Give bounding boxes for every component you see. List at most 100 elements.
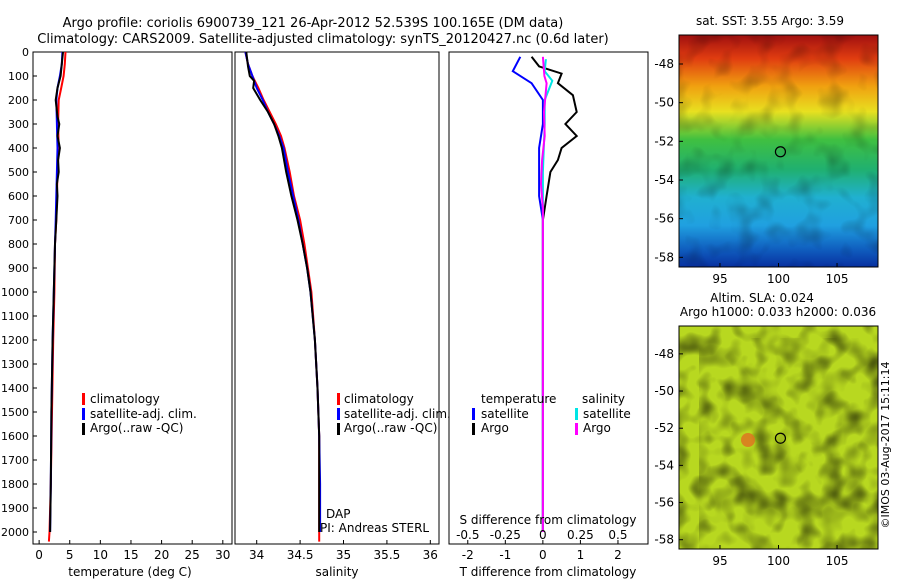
x-tick-label: 34	[249, 548, 264, 562]
s-tick-label: 0	[539, 528, 547, 542]
depth-tick-label: 200	[8, 94, 29, 107]
legend-swatch-satellite	[337, 408, 340, 420]
temperature-legend: climatology satellite-adj. clim. Argo(..…	[82, 392, 197, 435]
x-tick-label: 36	[423, 548, 438, 562]
argo-position-marker	[774, 432, 787, 444]
depth-tick-label: 100	[8, 70, 29, 83]
depth-tick-label: 0	[22, 46, 29, 59]
x-tick-label: 0	[539, 548, 547, 562]
depth-tick-label: 1800	[1, 478, 29, 491]
temperature-axes-box	[32, 51, 233, 545]
legend-label-t-argo: Argo	[481, 421, 509, 435]
legend-label-climatology: climatology	[344, 392, 414, 406]
lat-tick-label: -50	[654, 384, 674, 398]
sst-map-title: sat. SST: 3.55 Argo: 3.59	[696, 14, 844, 28]
series-line-0	[511, 56, 544, 532]
legend-header-salinity: salinity	[582, 392, 625, 406]
series-line-1	[244, 51, 322, 532]
salinity-axes-box	[234, 51, 440, 545]
annotation-pi: PI: Andreas STERL	[320, 521, 429, 535]
lon-tick-label: 95	[712, 272, 727, 286]
legend-label-t-satellite: satellite	[481, 407, 529, 421]
lon-tick-label: 105	[826, 554, 849, 568]
s-tick-label: -0.5	[456, 528, 479, 542]
sst-map: sat. SST: 3.55 Argo: 3.59 -48 -50 -52 -54 -5…	[654, 14, 879, 286]
salinity-legend: climatology satellite-adj. clim. Argo(..…	[337, 392, 451, 435]
lat-tick-label: -50	[654, 96, 674, 110]
depth-tick-label: 900	[8, 262, 29, 275]
x-tick-label: 20	[154, 548, 169, 562]
series-line-2	[49, 51, 64, 533]
depth-tick-label: 2000	[1, 526, 29, 539]
sla-map-title2: Argo h1000: 0.033 h2000: 0.036	[680, 305, 876, 319]
sla-texture-b	[699, 338, 878, 549]
x-tick-label: 1	[577, 548, 585, 562]
lat-tick-label: -56	[654, 212, 674, 226]
series-line-2	[245, 51, 321, 532]
depth-tick-label: 1400	[1, 382, 29, 395]
lat-tick-label: -56	[654, 496, 674, 510]
x-tick-label: -2	[462, 548, 474, 562]
legend-label-argo: Argo(..raw -QC)	[344, 421, 437, 435]
sla-map-title1: Altim. SLA: 0.024	[710, 291, 814, 305]
legend-swatch-t-argo	[472, 423, 475, 435]
salinity-xlabel: salinity	[315, 565, 358, 579]
lat-tick-label: -52	[654, 421, 674, 435]
temperature-xlabel: temperature (deg C)	[68, 565, 191, 579]
figure-title-line1: Argo profile: coriolis 6900739_121 26-Ap…	[63, 16, 564, 31]
legend-swatch-s-argo	[575, 423, 578, 435]
legend-label-climatology: climatology	[90, 392, 160, 406]
legend-label-argo: Argo(..raw -QC)	[90, 421, 183, 435]
x-tick-label: 25	[185, 548, 200, 562]
s-tick-label: -0.25	[490, 528, 521, 542]
lat-tick-label: -58	[654, 533, 674, 547]
depth-tick-label: 600	[8, 190, 29, 203]
difference-legend: temperature salinity satellite Argo sate…	[472, 392, 631, 435]
x-tick-label: 30	[215, 548, 230, 562]
legend-label-s-argo: Argo	[583, 421, 611, 435]
legend-swatch-argo	[82, 423, 85, 435]
lon-tick-label: 100	[767, 554, 790, 568]
lat-tick-label: -48	[654, 347, 674, 361]
depth-tick-label: 1300	[1, 358, 29, 371]
x-tick-label: 15	[123, 548, 138, 562]
depth-tick-label: 1700	[1, 454, 29, 467]
lat-tick-label: -48	[654, 57, 674, 71]
series-line-3	[539, 56, 548, 532]
legend-label-s-satellite: satellite	[583, 407, 631, 421]
depth-tick-label: 1900	[1, 502, 29, 515]
salinity-panel: 34 34.5 35 35.5 36 salinity climatology sate…	[234, 51, 451, 579]
x-tick-label: 10	[93, 548, 108, 562]
x-tick-label: 2	[614, 548, 622, 562]
lon-tick-label: 95	[712, 554, 727, 568]
s-tick-label: 0.5	[608, 528, 627, 542]
lon-tick-label: 105	[826, 272, 849, 286]
series-line-1	[530, 56, 579, 532]
legend-label-satellite: satellite-adj. clim.	[344, 407, 451, 421]
depth-tick-label: 500	[8, 166, 29, 179]
lat-tick-label: -52	[654, 134, 674, 148]
x-tick-label: 35.5	[374, 548, 401, 562]
legend-swatch-satellite	[82, 408, 85, 420]
legend-header-temperature: temperature	[481, 392, 556, 406]
sla-map: Altim. SLA: 0.024 Argo h1000: 0.033 h200…	[654, 291, 892, 568]
depth-tick-label: 1200	[1, 334, 29, 347]
legend-swatch-climatology	[337, 393, 340, 405]
lat-tick-label: -54	[654, 173, 674, 187]
series-line-0	[244, 51, 321, 542]
x-tick-label: 0	[35, 548, 43, 562]
legend-swatch-climatology	[82, 393, 85, 405]
depth-tick-label: 800	[8, 238, 29, 251]
figure-title-line2: Climatology: CARS2009. Satellite-adjuste…	[37, 32, 609, 47]
lat-tick-label: -58	[654, 250, 674, 264]
legend-swatch-argo	[337, 423, 340, 435]
depth-tick-label: 700	[8, 214, 29, 227]
imos-credit: ©IMOS 03-Aug-2017 15:11:14	[879, 362, 892, 529]
argo-position-marker	[774, 146, 787, 158]
difference-axes-box	[448, 51, 649, 545]
s-tick-label: 0.25	[567, 528, 594, 542]
s-difference-label: S difference from climatology	[460, 513, 637, 527]
depth-tick-label: 400	[8, 142, 29, 155]
legend-swatch-s-satellite	[575, 408, 578, 420]
depth-tick-label: 1100	[1, 310, 29, 323]
